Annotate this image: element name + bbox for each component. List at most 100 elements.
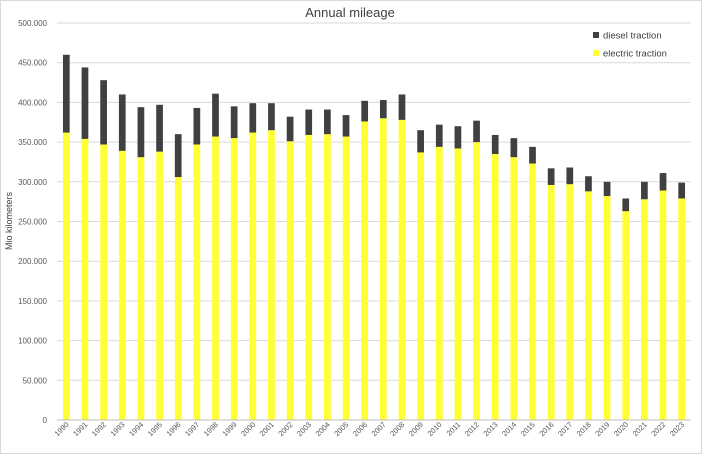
y-tick-label: 350.000 bbox=[18, 138, 47, 147]
x-tick-label: 2014 bbox=[500, 420, 518, 438]
y-tick-label: 100.000 bbox=[18, 337, 47, 346]
bar-electric-traction-2002 bbox=[286, 141, 294, 420]
x-tick-label: 1990 bbox=[53, 420, 71, 438]
bar-electric-traction-2000 bbox=[249, 132, 257, 420]
legend-label-diesel-traction: diesel traction bbox=[603, 31, 662, 42]
x-tick-label: 2010 bbox=[426, 420, 444, 438]
bar-electric-traction-2023 bbox=[678, 198, 686, 420]
x-tick-label: 2022 bbox=[649, 420, 667, 438]
bar-electric-traction-2005 bbox=[342, 136, 350, 421]
x-tick-labels: 1990 1991 1992 1993 1994 1995 1996 1997 1998 1999… bbox=[53, 420, 687, 438]
bar-diesel-traction-1995 bbox=[156, 104, 163, 152]
bar-diesel-traction-2022 bbox=[659, 173, 667, 191]
bar-electric-traction-2006 bbox=[361, 121, 369, 421]
bar-electric-traction-2013 bbox=[491, 154, 499, 420]
bar-diesel-traction-1990 bbox=[62, 54, 70, 133]
x-tick-label: 1998 bbox=[202, 420, 220, 438]
bar-electric-traction-1991 bbox=[81, 138, 89, 420]
x-tick-label: 2006 bbox=[351, 420, 369, 438]
bar-diesel-traction-2003 bbox=[305, 109, 313, 135]
bar-electric-traction-1992 bbox=[100, 144, 107, 420]
x-tick-label: 1999 bbox=[220, 420, 238, 438]
bar-diesel-traction-2013 bbox=[491, 134, 499, 155]
y-axis-label: Mio kilometers bbox=[4, 191, 14, 250]
bar-electric-traction-2020 bbox=[622, 211, 630, 420]
bar-diesel-traction-2000 bbox=[249, 103, 257, 133]
bar-diesel-traction-1994 bbox=[137, 107, 145, 158]
x-tick-label: 1996 bbox=[164, 420, 182, 438]
bar-diesel-traction-1991 bbox=[81, 67, 89, 139]
y-tick-label: 450.000 bbox=[18, 59, 47, 68]
x-tick-label: 2008 bbox=[388, 420, 406, 438]
bar-electric-traction-2017 bbox=[566, 184, 574, 420]
x-tick-label: 1995 bbox=[146, 420, 164, 438]
bar-electric-traction-2008 bbox=[398, 119, 406, 421]
bar-electric-traction-2007 bbox=[379, 118, 387, 420]
bar-diesel-traction-2010 bbox=[435, 124, 443, 147]
bar-electric-traction-2001 bbox=[268, 130, 275, 420]
bar-diesel-traction-2012 bbox=[473, 120, 480, 143]
bar-electric-traction-1996 bbox=[174, 177, 182, 420]
bar-diesel-traction-2017 bbox=[566, 167, 574, 185]
bar-electric-traction-2009 bbox=[417, 152, 424, 420]
x-tick-label: 2021 bbox=[631, 420, 649, 438]
x-tick-label: 2007 bbox=[370, 420, 388, 438]
x-tick-label: 1991 bbox=[71, 420, 89, 438]
legend-label-electric-traction: electric traction bbox=[603, 49, 667, 60]
legend-swatch-diesel-traction bbox=[593, 32, 599, 38]
bar-diesel-traction-2007 bbox=[379, 100, 387, 119]
bar-electric-traction-2010 bbox=[435, 146, 443, 420]
bar-diesel-traction-2016 bbox=[547, 168, 555, 185]
bar-electric-traction-1994 bbox=[137, 157, 145, 420]
bar-diesel-traction-2019 bbox=[603, 181, 611, 197]
y-tick-label: 50.000 bbox=[23, 376, 48, 385]
x-tick-label: 2015 bbox=[519, 420, 537, 438]
bar-diesel-traction-2015 bbox=[529, 146, 536, 164]
x-tick-label: 2001 bbox=[258, 420, 276, 438]
x-tick-label: 2011 bbox=[445, 420, 463, 438]
x-tick-label: 2019 bbox=[593, 420, 611, 438]
bar-electric-traction-2018 bbox=[585, 191, 592, 420]
bar-electric-traction-2015 bbox=[529, 163, 536, 420]
bar-diesel-traction-1993 bbox=[118, 94, 126, 151]
bar-electric-traction-1997 bbox=[193, 144, 201, 420]
bars bbox=[62, 54, 686, 421]
x-tick-label: 2002 bbox=[276, 420, 294, 438]
bar-electric-traction-2003 bbox=[305, 134, 313, 421]
bar-diesel-traction-2020 bbox=[622, 198, 630, 212]
bar-electric-traction-2016 bbox=[547, 184, 555, 420]
bar-electric-traction-1990 bbox=[62, 132, 70, 420]
chart-title: Annual mileage bbox=[305, 5, 395, 20]
bar-electric-traction-1998 bbox=[212, 136, 219, 421]
y-tick-label: 0 bbox=[43, 416, 48, 425]
bar-diesel-traction-2023 bbox=[678, 182, 686, 199]
bar-electric-traction-2014 bbox=[510, 157, 518, 420]
bar-diesel-traction-2021 bbox=[641, 181, 648, 200]
bar-electric-traction-1999 bbox=[230, 138, 238, 420]
bar-diesel-traction-1996 bbox=[174, 134, 182, 178]
bar-electric-traction-2019 bbox=[603, 196, 611, 420]
bar-diesel-traction-2002 bbox=[286, 116, 294, 142]
bar-diesel-traction-1992 bbox=[100, 80, 107, 145]
grid-lines bbox=[57, 22, 691, 381]
bar-diesel-traction-2008 bbox=[398, 94, 406, 120]
x-tick-label: 2017 bbox=[556, 420, 574, 438]
x-tick-label: 2023 bbox=[668, 420, 686, 438]
y-tick-label: 400.000 bbox=[18, 98, 47, 107]
y-tick-label: 250.000 bbox=[18, 218, 47, 227]
legend: diesel traction electric traction bbox=[593, 31, 667, 60]
bar-electric-traction-2011 bbox=[454, 148, 462, 420]
bar-diesel-traction-1997 bbox=[193, 107, 201, 145]
x-tick-label: 2003 bbox=[295, 420, 313, 438]
bar-diesel-traction-2005 bbox=[342, 115, 350, 137]
legend-swatch-electric-traction bbox=[593, 50, 599, 56]
bar-electric-traction-1995 bbox=[156, 151, 163, 421]
bar-diesel-traction-2011 bbox=[454, 126, 462, 149]
bar-diesel-traction-2006 bbox=[361, 100, 369, 122]
x-tick-label: 2004 bbox=[314, 420, 332, 438]
y-tick-label: 200.000 bbox=[18, 257, 47, 266]
bar-diesel-traction-2001 bbox=[268, 103, 275, 131]
bar-electric-traction-2022 bbox=[659, 190, 667, 420]
bar-diesel-traction-2004 bbox=[324, 109, 331, 135]
